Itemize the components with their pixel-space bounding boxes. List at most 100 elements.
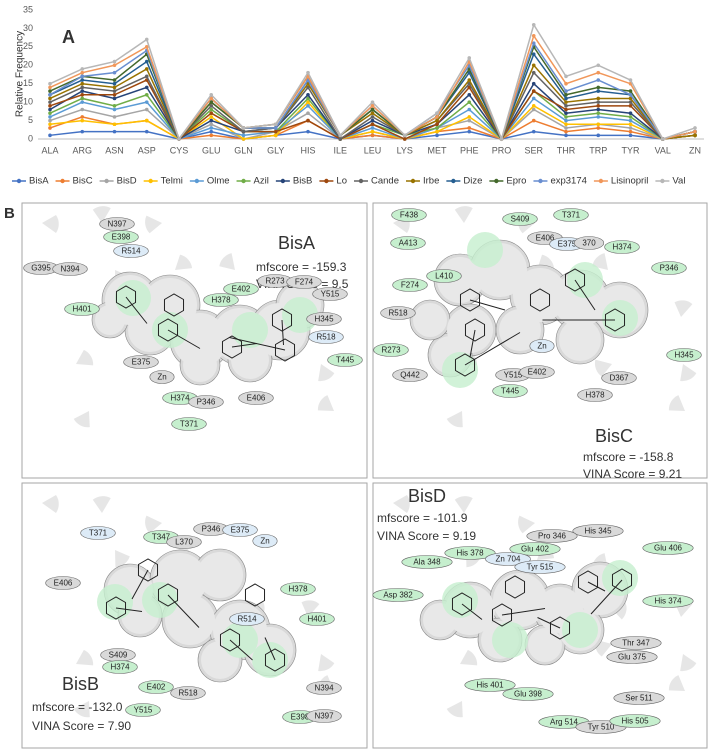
- residue-label: Thr 347: [622, 639, 650, 648]
- ring: [157, 583, 179, 607]
- point: [628, 104, 633, 108]
- solvent-wedge: [594, 359, 612, 377]
- y-tick-label: 15: [23, 78, 33, 88]
- solvent-wedge: [301, 600, 320, 617]
- point: [596, 122, 601, 127]
- bond: [469, 329, 476, 358]
- point: [144, 45, 149, 49]
- solvent-wedge: [680, 364, 697, 382]
- bond: [537, 617, 561, 629]
- point: [467, 56, 472, 60]
- point: [112, 96, 117, 101]
- residue: [642, 594, 694, 608]
- residue-label: E402: [232, 285, 251, 294]
- residue-label: Zn: [260, 537, 269, 546]
- point: [209, 111, 214, 115]
- solvent-wedge: [674, 300, 693, 317]
- residue-label: H345: [674, 351, 694, 360]
- legend-swatch: [194, 178, 200, 184]
- point: [48, 107, 52, 112]
- point: [370, 126, 375, 130]
- bond: [229, 337, 286, 351]
- ring: [459, 288, 481, 312]
- residue-label: Zn: [157, 373, 166, 382]
- x-tick-label: LEU: [364, 145, 382, 155]
- x-tick-label: ASP: [138, 145, 156, 155]
- residue-label: Y515: [321, 290, 340, 299]
- point: [338, 133, 343, 138]
- solvent-wedge: [454, 206, 473, 223]
- bond: [464, 332, 521, 366]
- point: [628, 100, 633, 104]
- residue-label: R518: [388, 309, 408, 318]
- residue-label: P346: [197, 398, 216, 407]
- point: [531, 89, 536, 93]
- legend-label: Irbe: [423, 176, 439, 187]
- point: [628, 133, 633, 138]
- point: [628, 118, 633, 123]
- residue: [312, 287, 348, 301]
- residue-label: Y515: [134, 706, 153, 715]
- solvent-wedge: [393, 495, 410, 513]
- point: [531, 129, 536, 134]
- legend-label: BisB: [293, 176, 313, 187]
- point: [531, 34, 536, 38]
- contact: [442, 352, 478, 388]
- solvent-wedge: [446, 701, 463, 718]
- bond: [587, 581, 606, 592]
- point: [144, 107, 149, 112]
- solvent-wedge: [317, 395, 334, 411]
- legend-swatch: [494, 178, 499, 184]
- pocket: [95, 305, 125, 335]
- point: [112, 115, 117, 119]
- point: [467, 78, 472, 82]
- bond: [131, 569, 149, 600]
- point: [80, 100, 85, 104]
- contact: [252, 642, 288, 678]
- point: [48, 81, 52, 86]
- point: [112, 107, 117, 112]
- ring: [491, 603, 513, 627]
- residue: [308, 330, 344, 344]
- point: [48, 85, 52, 90]
- point: [596, 85, 601, 90]
- point: [628, 96, 633, 101]
- residue: [390, 236, 426, 250]
- residue: [299, 612, 335, 626]
- point: [48, 122, 52, 127]
- residue: [188, 395, 224, 409]
- diagram-title: BisC: [595, 426, 633, 446]
- legend-swatch: [598, 178, 604, 184]
- point: [241, 126, 246, 130]
- bond: [281, 319, 284, 346]
- point: [209, 129, 214, 134]
- residue: [642, 541, 694, 555]
- residue-label: G395: [31, 264, 51, 273]
- vina-score: VINA Score = 9.21: [583, 467, 682, 481]
- ring: [564, 268, 586, 292]
- residue: [138, 680, 174, 694]
- residue-label: Glu 375: [618, 653, 647, 662]
- legend-swatch: [280, 178, 286, 184]
- point: [564, 81, 568, 86]
- residue-label: T371: [562, 211, 581, 220]
- legend-swatch: [451, 178, 456, 184]
- x-tick-label: ILE: [333, 145, 347, 155]
- point: [241, 137, 246, 141]
- point: [596, 78, 601, 82]
- bond: [115, 607, 143, 612]
- ring: [274, 338, 296, 362]
- point: [402, 137, 407, 141]
- point: [241, 133, 246, 138]
- residue: [509, 542, 561, 556]
- residue: [492, 384, 528, 398]
- ring: [577, 570, 599, 594]
- y-tick-label: 30: [23, 23, 33, 33]
- point: [144, 85, 149, 90]
- residue: [306, 312, 342, 326]
- point: [209, 92, 214, 97]
- point: [564, 92, 568, 97]
- residue-label: His 401: [476, 681, 504, 690]
- residue: [203, 293, 239, 307]
- ring: [244, 583, 266, 607]
